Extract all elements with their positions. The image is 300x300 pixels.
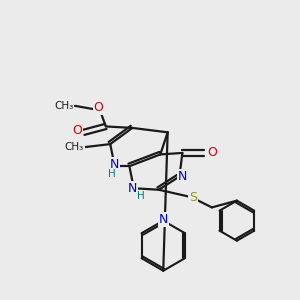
Text: N: N <box>128 182 137 195</box>
Text: CH₃: CH₃ <box>64 142 84 152</box>
Text: N: N <box>178 170 187 183</box>
Text: CH₃: CH₃ <box>54 101 74 111</box>
Text: O: O <box>72 124 82 137</box>
Text: O: O <box>207 146 217 159</box>
Text: H: H <box>108 169 116 179</box>
Text: N: N <box>159 213 168 226</box>
Text: N: N <box>110 158 119 171</box>
Text: H: H <box>137 190 145 201</box>
Text: O: O <box>94 101 103 114</box>
Text: S: S <box>189 190 197 204</box>
